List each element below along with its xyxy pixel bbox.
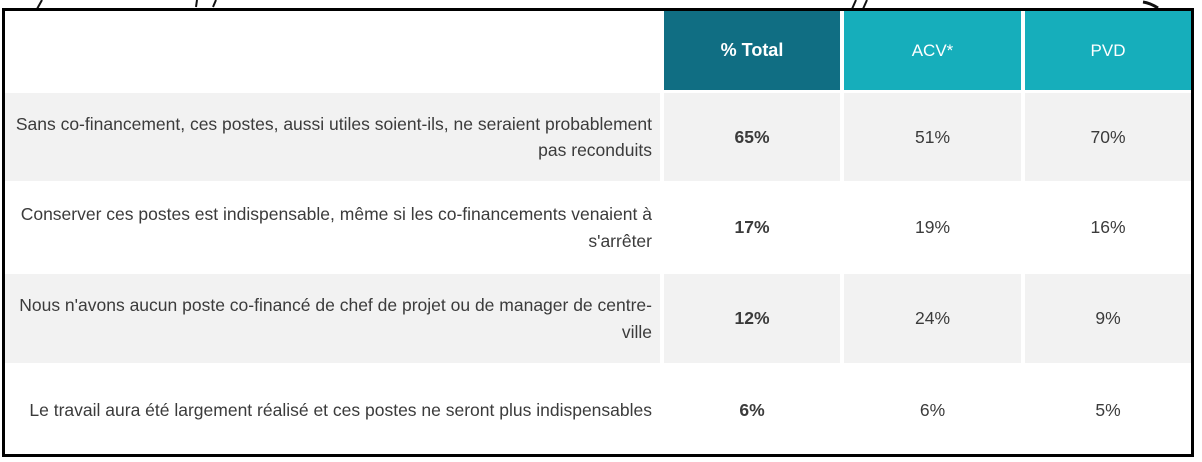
row-value-acv: 24% xyxy=(844,274,1021,363)
row-value-pvd: 9% xyxy=(1025,274,1191,363)
row-label: Sans co-financement, ces postes, aussi u… xyxy=(5,93,660,181)
row-value-total: 12% xyxy=(664,274,840,363)
header-pvd: PVD xyxy=(1025,11,1191,90)
row-value-total: 6% xyxy=(664,366,840,454)
header-corner-cell xyxy=(5,11,660,90)
header-total: % Total xyxy=(664,11,840,90)
results-table-frame: % Total ACV* PVD Sans co-financement, ce… xyxy=(2,8,1194,457)
row-value-total: 17% xyxy=(664,184,840,271)
row-label: Conserver ces postes est indispensable, … xyxy=(5,184,660,271)
row-value-acv: 19% xyxy=(844,184,1021,271)
header-acv: ACV* xyxy=(844,11,1021,90)
row-value-pvd: 5% xyxy=(1025,366,1191,454)
row-label: Nous n'avons aucun poste co-financé de c… xyxy=(5,274,660,363)
row-value-pvd: 16% xyxy=(1025,184,1191,271)
cropped-text-remnant xyxy=(36,0,1159,9)
row-value-acv: 6% xyxy=(844,366,1021,454)
row-value-pvd: 70% xyxy=(1025,93,1191,181)
row-label: Le travail aura été largement réalisé et… xyxy=(5,366,660,454)
row-value-acv: 51% xyxy=(844,93,1021,181)
results-table: % Total ACV* PVD Sans co-financement, ce… xyxy=(5,11,1191,454)
row-value-total: 65% xyxy=(664,93,840,181)
